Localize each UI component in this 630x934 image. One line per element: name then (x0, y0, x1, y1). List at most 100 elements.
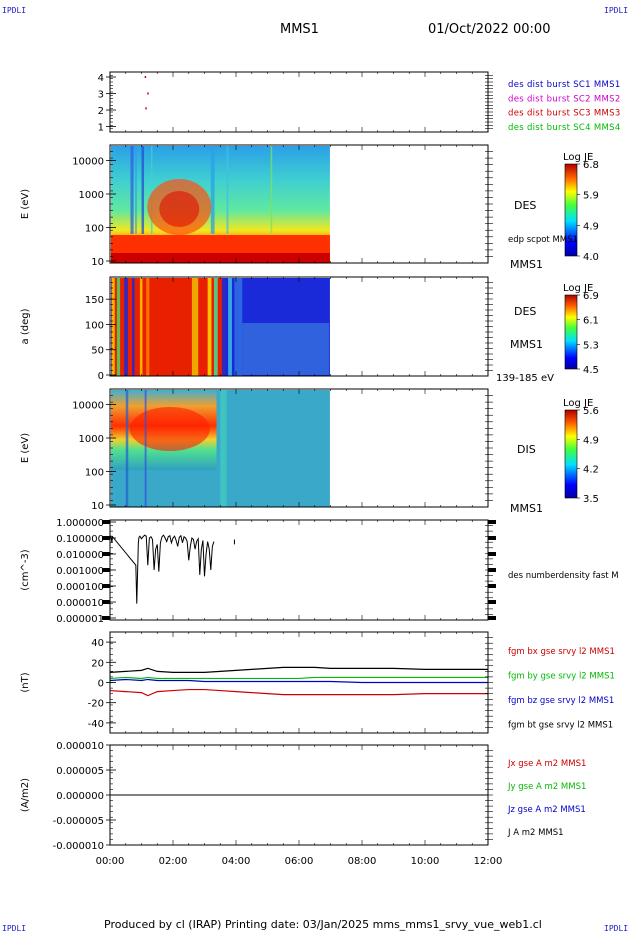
des-pitch-mms-label: MMS1 (510, 338, 543, 351)
current-ytick-label: 0.000000 (56, 791, 104, 802)
dis-energy-stripe (220, 390, 227, 507)
des-energy-colorbar-tick-label: 5.9 (583, 191, 599, 202)
des-pitch-colorbar-tick-label: 4.5 (583, 365, 599, 376)
dis-energy-ylabel: E (eV) (20, 433, 31, 463)
spacecraft-title: MMS1 (280, 22, 319, 37)
corner-label-top-left: IPDLI (2, 6, 27, 15)
density-edge-tick (102, 568, 110, 572)
des-energy-bottom-band (111, 253, 330, 262)
bfield-legend-entry: fgm bz gse srvy l2 MMS1 (508, 696, 614, 706)
des-pitch-ytick-label: 100 (85, 320, 104, 331)
current-legend-entry: Jz gse A m2 MMS1 (507, 805, 586, 815)
density-edge-tick (488, 616, 496, 620)
des-energy-mms-label: MMS1 (510, 258, 543, 271)
time-axis-label: 10:00 (411, 856, 440, 867)
burst-ytick-label: 3 (98, 90, 104, 101)
des-energy-stripe (150, 146, 153, 234)
des-energy-core (159, 191, 200, 227)
des-pitch-stripe (213, 278, 218, 376)
des-energy-stripe (210, 146, 215, 234)
des-pitch-colorbar-title: Log JE (563, 283, 593, 294)
dis-energy-colorbar-tick-label: 4.9 (583, 435, 599, 446)
dis-energy-ytick-label: 10000 (72, 401, 104, 412)
current-ytick-label: -0.000010 (53, 841, 104, 852)
current-ytick-label: 0.000010 (56, 741, 104, 752)
burst-point (145, 107, 147, 110)
dis-energy-colorbar (564, 409, 578, 499)
time-axis-label: 12:00 (474, 856, 503, 867)
des-pitch-instrument: DES (514, 305, 536, 318)
des-energy-stripe (135, 146, 137, 234)
density-ytick-label: 0.100000 (56, 534, 104, 545)
des-energy-overlay-label: edp scpot MMS1 (508, 235, 578, 245)
des-pitch-stripe (116, 278, 121, 376)
des-pitch-energy-range: 139-185 eV (496, 373, 554, 384)
density-edge-tick (102, 584, 110, 588)
density-ylabel: (cm^-3) (20, 549, 31, 590)
des-energy-ylabel: E (eV) (20, 189, 31, 219)
des-pitch-stripe (132, 278, 135, 376)
burst-legend-entry: des dist burst SC4 MMS4 (508, 123, 621, 133)
des-pitch-stripe (191, 278, 199, 376)
des-energy-colorbar-tick-label: 4.9 (583, 221, 599, 232)
dis-energy-colorbar-tick-label: 4.2 (583, 465, 599, 476)
density-ytick-label: 1.000000 (56, 518, 104, 529)
current-legend-entry: Jy gse A m2 MMS1 (507, 782, 586, 792)
current-ytick-label: 0.000005 (56, 766, 104, 777)
des-pitch-colorbar-tick-label: 5.3 (583, 340, 599, 351)
burst-ytick-label: 4 (98, 73, 104, 84)
current-ylabel: (A/m2) (20, 778, 31, 812)
des-pitch-ytick-label: 50 (91, 346, 104, 357)
des-energy-ytick-label: 1000 (79, 190, 104, 201)
des-energy-stripe (270, 146, 273, 234)
bfield-ytick-label: 0 (98, 679, 104, 690)
time-axis-label: 04:00 (222, 856, 251, 867)
des-energy-ytick-label: 10 (91, 257, 104, 268)
des-pitch-stripe (228, 278, 232, 376)
density-ytick-label: 0.000010 (56, 598, 104, 609)
density-line (109, 534, 215, 604)
bfield-line (109, 688, 488, 697)
burst-legend-entry: des dist burst SC3 MMS3 (508, 109, 621, 119)
burst-legend-entry: des dist burst SC2 MMS2 (508, 94, 621, 104)
density-ytick-label: 0.000001 (56, 614, 104, 625)
des-pitch-lower-band (242, 323, 329, 375)
bfield-ytick-label: 20 (91, 658, 104, 669)
des-pitch-colorbar (564, 294, 578, 370)
des-energy-instrument: DES (514, 199, 536, 212)
bfield-legend-entry: fgm by gse srvy l2 MMS1 (508, 672, 615, 682)
des-pitch-ylabel: a (deg) (20, 308, 31, 344)
dis-energy-colorbar-title: Log JE (563, 398, 593, 409)
time-axis-label: 08:00 (348, 856, 377, 867)
bfield-ytick-label: -40 (88, 719, 104, 730)
dis-energy-mms-label: MMS1 (510, 502, 543, 515)
burst-point (144, 76, 147, 78)
dis-energy-core (129, 407, 210, 451)
density-edge-tick (488, 568, 496, 572)
density-edge-tick (102, 520, 110, 524)
bfield-ylabel: (nT) (20, 672, 31, 692)
dis-energy-colorbar-tick-label: 3.5 (583, 494, 599, 505)
burst-legend-entry: des dist burst SC1 MMS1 (508, 80, 621, 90)
density-ytick-label: 0.010000 (56, 550, 104, 561)
des-pitch-stripe (124, 278, 128, 376)
time-axis-label: 00:00 (96, 856, 125, 867)
current-legend-entry: J A m2 MMS1 (507, 828, 564, 838)
density-edge-tick (488, 552, 496, 556)
dis-energy-ytick-label: 1000 (79, 434, 104, 445)
footer-credits: Produced by cl (IRAP) Printing date: 03/… (104, 918, 542, 931)
des-pitch-stripe (207, 278, 212, 376)
density-edge-tick (102, 536, 110, 540)
density-ytick-label: 0.001000 (56, 566, 104, 577)
density-legend-entry: des numberdensity fast M (508, 571, 619, 581)
density-edge-tick (102, 552, 110, 556)
des-energy-ytick-label: 10000 (72, 157, 104, 168)
bfield-ytick-label: -20 (88, 699, 104, 710)
corner-label-bottom-right: IPDLI (604, 924, 629, 933)
dis-energy-instrument: DIS (517, 443, 536, 456)
dis-energy-colorbar-tick-label: 5.6 (583, 406, 599, 417)
bfield-line (109, 676, 488, 680)
dis-energy-stripe (125, 390, 129, 507)
density-frame (109, 519, 489, 621)
